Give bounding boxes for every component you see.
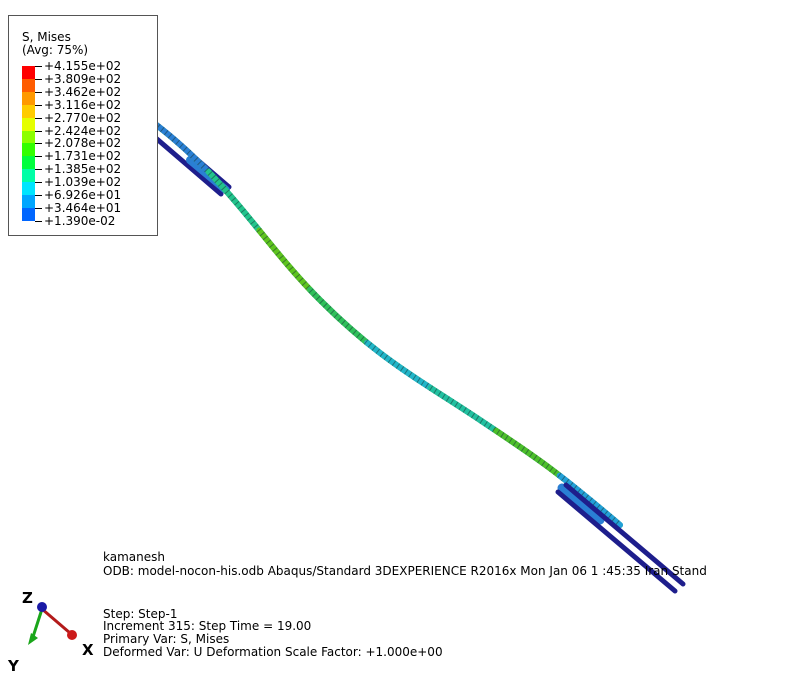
legend-value-label: +1.390e-02 [44,214,116,228]
legend-tick [35,66,42,67]
legend-color-swatch [22,182,35,195]
legend-value-label: +4.155e+02 [44,59,122,73]
triad-z-label: Z [22,589,33,607]
legend-value-label: +3.116e+02 [44,98,122,112]
legend-color-swatch [22,105,35,118]
legend-value-label: +6.926e+01 [44,188,122,202]
legend-tick [35,208,42,209]
legend-color-swatch [22,195,35,208]
triad-z-head [37,602,47,612]
triad-x-axis [41,607,71,635]
legend-value-label: +3.462e+02 [44,85,122,99]
triad-y-arrowhead [28,633,38,645]
legend-tick [35,92,42,93]
right-grip-region [557,483,605,525]
triad-x-head [67,630,77,640]
legend-tick [35,105,42,106]
user-label: kamanesh [103,550,165,564]
right-plate-top [563,482,686,587]
legend-tick [35,156,42,157]
beam-segment [147,117,212,175]
legend-color-swatch [22,169,35,182]
triad-y-axis [30,608,44,641]
legend-subtitle: (Avg: 75%) [22,43,89,57]
legend-tick [35,169,42,170]
triad-y-label: Y [7,657,20,673]
legend-color-swatch [22,79,35,92]
legend-tick [35,131,42,132]
beam-segment [307,286,371,346]
legend-title: S, Mises [22,30,71,44]
beam-segment [492,427,563,479]
step-label: Step: Step-1 [103,607,178,621]
beam-segment [427,385,499,434]
legend-value-label: +3.809e+02 [44,72,122,86]
legend-color-swatch [22,131,35,144]
legend-tick [35,143,42,144]
legend-value-label: +1.731e+02 [44,149,122,163]
legend-value-label: +1.039e+02 [44,175,122,189]
legend-tick [35,79,42,80]
deformed-var-label: Deformed Var: U Deformation Scale Factor… [103,645,443,659]
legend-color-swatch [22,118,35,131]
contour-legend[interactable]: S, Mises (Avg: 75%) +4.155e+02 +3.809e+02… [8,15,158,236]
legend-color-swatch [22,143,35,156]
legend-value-label: +1.385e+02 [44,162,122,176]
legend-tick [35,195,42,196]
legend-value-label: +2.424e+02 [44,124,122,138]
axis-triad[interactable]: Z X Y [0,585,110,673]
odb-info-line: ODB: model-nocon-his.odb Abaqus/Standard… [103,564,707,578]
legend-tick [35,118,42,119]
right-plate-bottom [555,489,678,594]
beam-mesh-lines [148,117,622,528]
primary-var-label: Primary Var: S, Mises [103,632,230,646]
right-clamp-plates [555,482,686,594]
legend-color-swatch [22,92,35,105]
legend-color-swatch [22,156,35,169]
legend-value-label: +2.078e+02 [44,136,122,150]
legend-tick [35,182,42,183]
legend-value-label: +2.770e+02 [44,111,122,125]
legend-color-swatch [22,208,35,221]
increment-label: Increment 315: Step Time = 19.00 [103,619,312,633]
beam-segment [205,168,263,234]
legend-color-swatch [22,66,35,79]
triad-x-label: X [82,641,94,659]
legend-value-label: +3.464e+01 [44,201,122,215]
legend-tick [35,221,42,222]
